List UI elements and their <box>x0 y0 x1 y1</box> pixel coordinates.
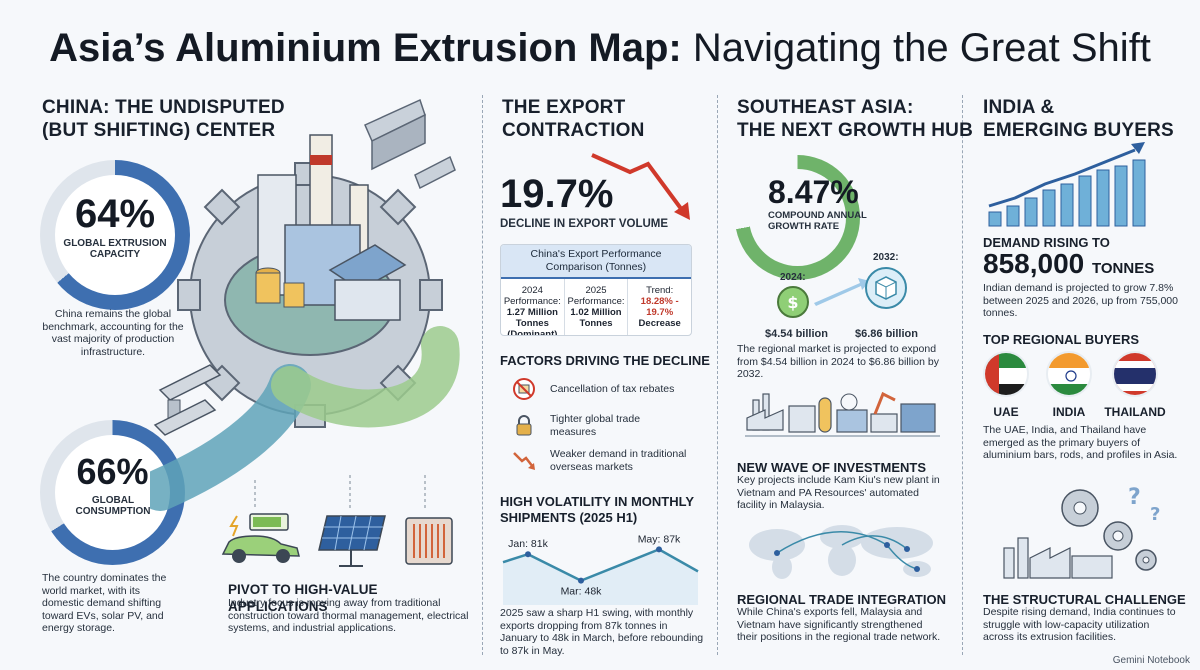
rising-bars-icon <box>988 142 1146 227</box>
chart-area <box>503 549 698 605</box>
export-heading: THE EXPORT CONTRACTION <box>502 97 645 141</box>
demand-text: Indian demand is projected to grow 7.8% … <box>983 282 1178 319</box>
challenge-heading: THE STRUCTURAL CHALLENGE <box>983 592 1186 607</box>
monthly-shipments-chart: Jan: 81k Mar: 48k May: 87k <box>502 533 699 605</box>
i-beam-icon <box>153 364 222 436</box>
decline-value: 19.7% <box>500 172 614 216</box>
column-divider <box>962 95 963 655</box>
cagr-label: COMPOUND ANNUAL GROWTH RATE <box>768 210 867 232</box>
chart-point <box>656 546 662 553</box>
sea-heading: SOUTHEAST ASIA: THE NEXT GROWTH HUB <box>737 97 974 141</box>
export-table-title: China's Export Performance Comparison (T… <box>501 245 691 279</box>
invest-text: Key projects include Kam Kiu's new plant… <box>737 474 940 511</box>
trade-heading: REGIONAL TRADE INTEGRATION <box>737 592 946 607</box>
factor-item: Tighter global trade measures <box>512 413 687 438</box>
table-cell: 2025 Performance: 1.02 Million Tonnes <box>565 279 629 335</box>
buyer-label: UAE <box>993 405 1019 419</box>
value-2032: $6.86 billion <box>855 328 918 340</box>
table-cell: 2024 Performance: 1.27 Million Tonnes (D… <box>501 279 565 335</box>
table-cell: Trend: 18.28% - 19.7% Decrease <box>638 285 681 329</box>
factory-gear-illustration <box>150 98 460 511</box>
volatility-text: 2025 saw a sharp H1 swing, with monthly … <box>500 607 704 657</box>
capacity-text: China remains the global benchmark, acco… <box>42 308 184 358</box>
year-2032: 2032: <box>873 252 899 263</box>
capacity-value: 64% <box>74 192 156 236</box>
buyers-heading: TOP REGIONAL BUYERS <box>983 332 1140 347</box>
chart-point <box>578 577 584 584</box>
capacity-label: GLOBAL EXTRUSION CAPACITY <box>63 238 167 260</box>
cagr-value: 8.47% <box>768 174 859 210</box>
trade-text: While China's exports fell, Malaysia and… <box>737 606 941 643</box>
factory-cube-icon <box>865 267 907 309</box>
challenge-text: Despite rising demand, India continues t… <box>983 606 1176 643</box>
india-heading: INDIA & EMERGING BUYERS <box>983 97 1174 141</box>
growth-text: The regional market is projected to expo… <box>737 343 939 380</box>
factors-heading: FACTORS DRIVING THE DECLINE <box>500 353 710 368</box>
consumption-text: The country dominates the world market, … <box>42 572 167 634</box>
factory-icon <box>255 134 407 321</box>
trade-map-icon <box>749 525 933 579</box>
factor-item: Weaker demand in traditional overseas ma… <box>512 448 687 473</box>
chart-data-label: Jan: 81k <box>508 538 548 550</box>
solar-panel-icon <box>318 515 386 567</box>
buyer-label: INDIA <box>1052 405 1086 419</box>
india-flag-icon <box>1046 351 1092 397</box>
buyers-text: The UAE, India, and Thailand have emerge… <box>983 424 1178 461</box>
export-table: China's Export Performance Comparison (T… <box>500 244 692 336</box>
invest-heading: NEW WAVE OF INVESTMENTS <box>737 460 926 475</box>
consumption-value: 66% <box>76 451 149 492</box>
no-rebate-icon <box>513 378 535 400</box>
industrial-plant-icon <box>745 391 940 437</box>
chart-data-label: May: 87k <box>638 533 681 545</box>
page-title: Asia’s Aluminium Extrusion Map: Navigati… <box>0 22 1200 74</box>
chip-heatsink-icon <box>405 517 453 565</box>
year-2024: 2024: <box>780 272 806 283</box>
volatility-heading: HIGH VOLATILITY IN MONTHLY SHIPMENTS (20… <box>500 494 695 525</box>
value-2024: $4.54 billion <box>765 328 828 340</box>
brand-logo: Gemini Notebook <box>1112 655 1190 666</box>
thailand-flag-icon <box>1112 351 1158 397</box>
title-light: Navigating the Great Shift <box>692 26 1151 70</box>
decline-label: DECLINE IN EXPORT VOLUME <box>500 218 669 230</box>
title-bold: Asia’s Aluminium Extrusion Map: <box>49 26 682 70</box>
pivot-text: Industry focus is moving away from tradi… <box>228 597 469 634</box>
svg-text:$: $ <box>787 293 798 312</box>
svg-text:?: ? <box>1128 485 1141 510</box>
uae-flag-icon <box>983 351 1029 397</box>
column-divider <box>717 95 718 655</box>
downtrend-icon <box>513 451 535 470</box>
factor-item: Cancellation of tax rebates <box>512 377 687 401</box>
aluminium-profile-icon <box>364 98 456 190</box>
lock-icon <box>516 414 532 435</box>
buyer-label: THAILAND <box>1104 405 1166 419</box>
svg-text:?: ? <box>1150 504 1160 525</box>
dollar-coin-icon: $ <box>777 286 809 318</box>
pivot-heading: PIVOT TO HIGH-VALUE APPLICATIONS <box>228 582 378 614</box>
column-divider <box>482 95 483 655</box>
gears-question-icon: ? ? <box>1003 485 1160 579</box>
china-heading: CHINA: THE UNDISPUTED (BUT SHIFTING) CEN… <box>42 97 285 141</box>
demand-label: DEMAND RISING TO <box>983 235 1110 250</box>
ev-car-icon <box>221 513 300 563</box>
decline-arrow-icon <box>591 153 690 220</box>
growth-arrow-icon <box>814 278 870 306</box>
chart-data-label: Mar: 48k <box>561 586 603 598</box>
consumption-label: GLOBAL CONSUMPTION <box>75 495 151 517</box>
demand-value: 858,000 TONNES <box>983 248 1155 279</box>
chart-point <box>525 551 531 558</box>
